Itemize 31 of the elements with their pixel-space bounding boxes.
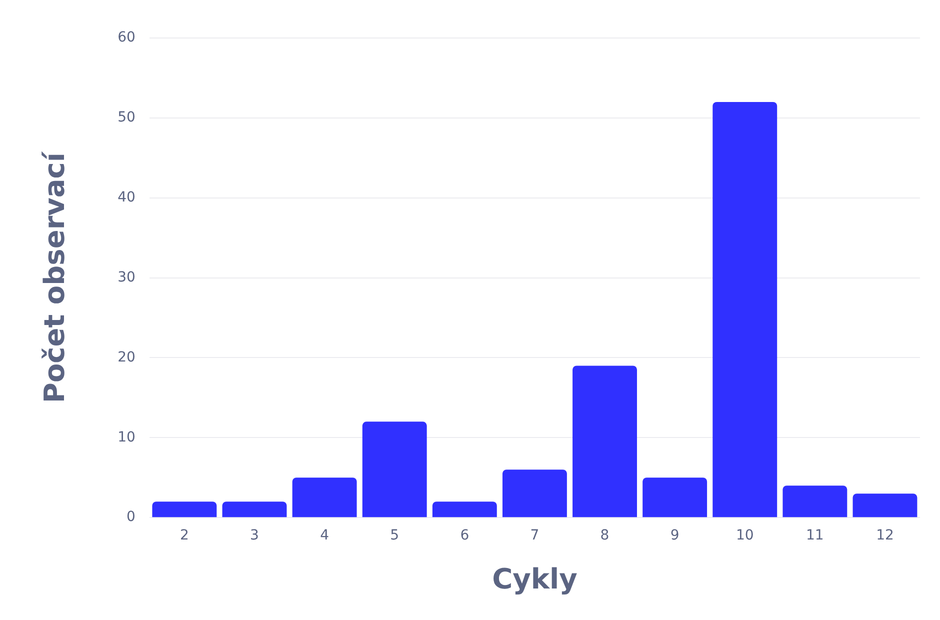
- x-tick-label: 9: [670, 528, 680, 544]
- x-tick-label: 11: [806, 528, 824, 544]
- x-tick-label: 7: [530, 528, 540, 544]
- bar: [222, 502, 287, 518]
- x-tick-label: 6: [460, 528, 470, 544]
- x-tick-label: 3: [250, 528, 259, 544]
- x-tick-label: 8: [600, 528, 610, 544]
- bar: [572, 366, 637, 518]
- bar: [432, 502, 497, 518]
- bar: [642, 478, 708, 518]
- y-tick-label: 30: [118, 269, 136, 286]
- bar: [712, 102, 778, 518]
- y-tick-label: 20: [118, 349, 136, 366]
- bar: [852, 494, 918, 518]
- x-tick-label: 4: [320, 528, 330, 544]
- x-tick-label: 2: [180, 528, 189, 544]
- y-tick-label: 50: [118, 110, 136, 126]
- x-tick-label: 10: [736, 528, 754, 544]
- y-tick-label: 10: [118, 429, 136, 446]
- bar: [502, 470, 567, 518]
- bar: [782, 486, 848, 518]
- y-axis-title: Počet observací: [38, 151, 72, 404]
- bar: [362, 422, 427, 518]
- x-axis-title: Cykly: [492, 562, 578, 596]
- bar: [152, 502, 217, 518]
- x-tick-label: 5: [390, 528, 400, 544]
- y-tick-label: 40: [118, 190, 136, 206]
- x-tick-label: 12: [876, 528, 894, 544]
- y-tick-label: 0: [126, 509, 136, 526]
- y-tick-label: 60: [118, 30, 136, 46]
- bar: [292, 478, 357, 518]
